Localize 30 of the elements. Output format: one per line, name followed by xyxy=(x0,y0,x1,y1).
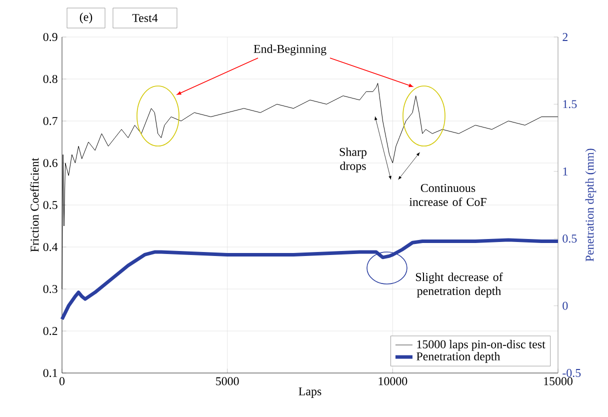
x-tick-label: 10000 xyxy=(378,377,408,386)
y2-tick-label: 1 xyxy=(563,167,568,176)
y-tick-label: 0.7 xyxy=(43,116,58,126)
y-tick-label: 0.4 xyxy=(43,242,58,252)
y2-axis-title: Penetration depth (mm) xyxy=(585,148,596,262)
y-tick-label: 0.1 xyxy=(43,368,58,378)
y-tick-label: 0.8 xyxy=(43,74,58,84)
legend-label: 15000 laps pin-on-disc test xyxy=(417,340,546,351)
y2-tick-label: 2 xyxy=(562,33,568,41)
y-tick-label: 0.9 xyxy=(43,32,58,42)
y-axis-title: Friction Coefficient xyxy=(30,158,39,252)
y2-tick-label: 0.5 xyxy=(562,234,577,243)
y-tick-label: 0.6 xyxy=(43,158,58,168)
x-axis-title: Laps xyxy=(298,387,322,398)
text: Test4 xyxy=(132,14,158,22)
annotation: Sharp drops xyxy=(340,148,366,172)
y-tick-label: 0.5 xyxy=(43,200,58,210)
y-tick-label: 0.3 xyxy=(43,284,58,294)
y2-tick-label: 1.5 xyxy=(563,100,577,108)
annotation: Continuous increase of CoF xyxy=(409,184,486,206)
x-tick-label: 15000 xyxy=(544,377,572,386)
x-tick-label: 5000 xyxy=(216,377,239,386)
text: (e) xyxy=(80,12,92,24)
annotation: Slight decrease of penetration depth xyxy=(416,272,503,298)
annotation: End-Beginning xyxy=(254,44,326,56)
x-tick-label: 0 xyxy=(59,377,65,386)
y-tick-label: 0.2 xyxy=(43,326,58,336)
y2-tick-label: -0.5 xyxy=(562,368,581,378)
y2-tick-label: 0 xyxy=(562,302,568,310)
legend-label: Penetration depth xyxy=(416,352,500,363)
